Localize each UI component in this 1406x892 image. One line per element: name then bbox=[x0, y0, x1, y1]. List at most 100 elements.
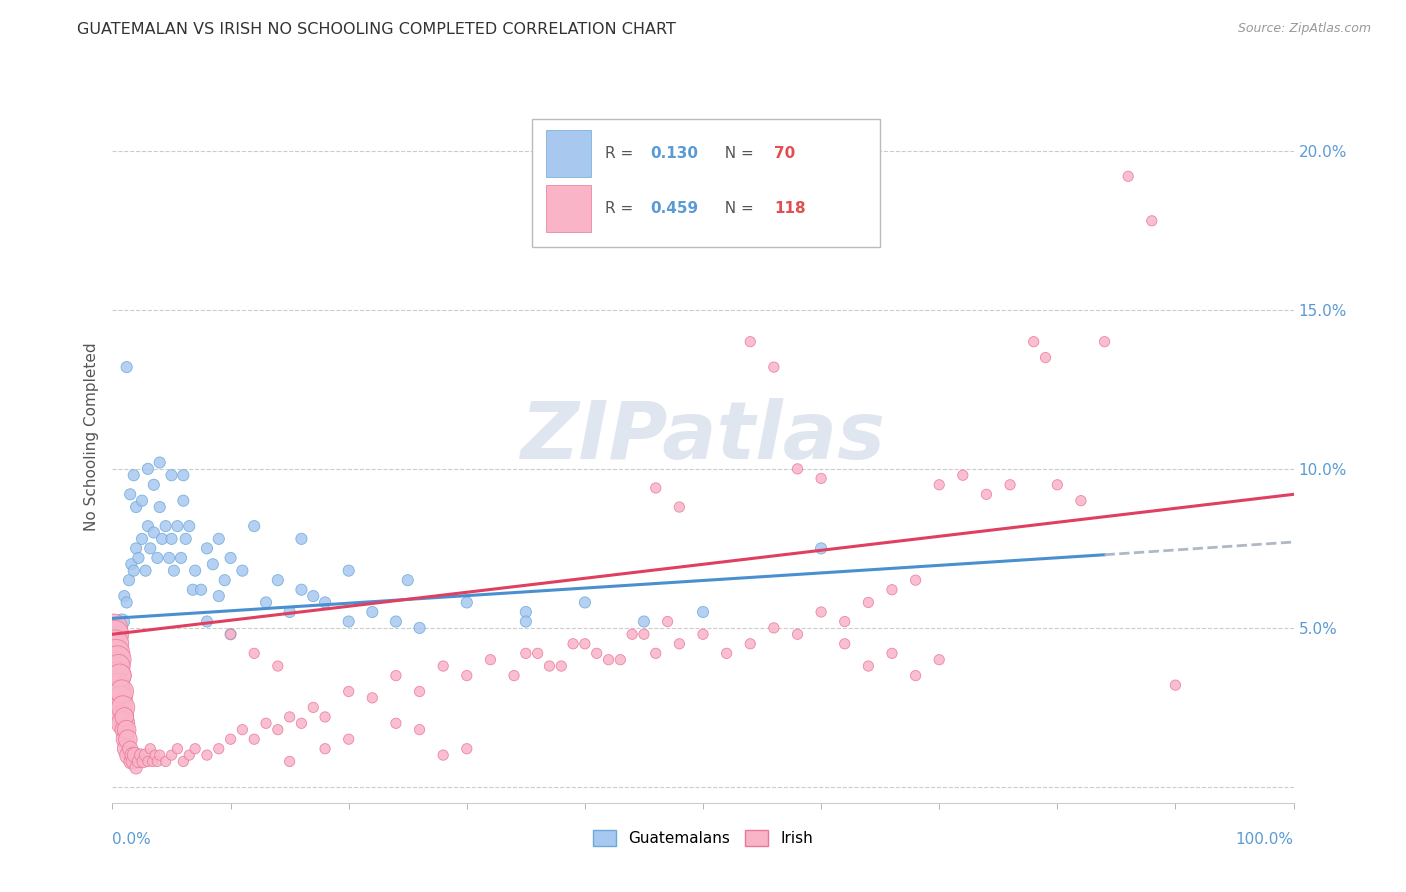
Point bbox=[609, 653, 631, 667]
Point bbox=[120, 741, 142, 756]
Point bbox=[254, 595, 277, 609]
Point bbox=[184, 564, 207, 578]
Point bbox=[120, 558, 142, 572]
Point bbox=[337, 615, 360, 629]
Point bbox=[166, 741, 188, 756]
Point bbox=[129, 748, 152, 763]
Point bbox=[195, 541, 218, 556]
Point bbox=[644, 481, 666, 495]
Point bbox=[337, 564, 360, 578]
Y-axis label: No Schooling Completed: No Schooling Completed bbox=[83, 343, 98, 532]
Point bbox=[118, 748, 141, 763]
Point bbox=[121, 748, 143, 763]
Point bbox=[122, 755, 145, 769]
Point bbox=[834, 637, 856, 651]
Point bbox=[880, 582, 903, 597]
Point bbox=[858, 595, 880, 609]
Point bbox=[170, 550, 193, 565]
Point bbox=[692, 627, 714, 641]
Point bbox=[585, 646, 607, 660]
Point bbox=[155, 519, 177, 533]
Point bbox=[361, 690, 384, 705]
Point bbox=[1022, 334, 1045, 349]
Point bbox=[107, 678, 129, 692]
Point bbox=[208, 741, 231, 756]
Point bbox=[179, 748, 201, 763]
Point bbox=[290, 582, 312, 597]
FancyBboxPatch shape bbox=[546, 185, 591, 232]
Point bbox=[111, 615, 134, 629]
Point bbox=[105, 621, 128, 635]
Point bbox=[181, 582, 204, 597]
Point bbox=[385, 668, 408, 682]
Point bbox=[314, 710, 336, 724]
Point bbox=[105, 668, 128, 682]
Point bbox=[114, 732, 136, 747]
Point bbox=[408, 723, 430, 737]
Point bbox=[928, 653, 950, 667]
Point bbox=[1046, 477, 1069, 491]
Point bbox=[179, 519, 201, 533]
Point bbox=[408, 621, 430, 635]
Point bbox=[142, 755, 165, 769]
Point bbox=[278, 605, 301, 619]
Point bbox=[112, 723, 135, 737]
Point bbox=[219, 550, 242, 565]
Point bbox=[456, 741, 478, 756]
Point bbox=[142, 477, 165, 491]
Point bbox=[952, 468, 974, 483]
Point bbox=[976, 487, 998, 501]
Point bbox=[1094, 334, 1116, 349]
Point bbox=[526, 646, 548, 660]
Point bbox=[598, 653, 620, 667]
Point bbox=[108, 684, 131, 698]
Point bbox=[928, 477, 950, 491]
Point bbox=[139, 541, 162, 556]
Point bbox=[254, 716, 277, 731]
Point bbox=[112, 710, 135, 724]
Point bbox=[998, 477, 1021, 491]
Point bbox=[633, 627, 655, 641]
Point bbox=[139, 741, 162, 756]
Point bbox=[562, 637, 585, 651]
Point bbox=[110, 700, 132, 714]
Text: N =: N = bbox=[714, 145, 758, 161]
Point bbox=[107, 659, 129, 673]
Point bbox=[122, 468, 145, 483]
Point bbox=[267, 573, 290, 587]
Point bbox=[163, 564, 186, 578]
Point bbox=[314, 741, 336, 756]
Point bbox=[503, 668, 526, 682]
Point bbox=[117, 732, 139, 747]
Point bbox=[880, 646, 903, 660]
Point bbox=[149, 456, 172, 470]
Point bbox=[668, 500, 690, 514]
Point bbox=[214, 573, 236, 587]
Text: Source: ZipAtlas.com: Source: ZipAtlas.com bbox=[1237, 22, 1371, 36]
Point bbox=[131, 532, 153, 546]
Point bbox=[231, 564, 253, 578]
Point bbox=[115, 723, 138, 737]
Point bbox=[105, 646, 128, 660]
Text: R =: R = bbox=[605, 145, 638, 161]
Point bbox=[621, 627, 644, 641]
Text: ZIPatlas: ZIPatlas bbox=[520, 398, 886, 476]
Point bbox=[219, 627, 242, 641]
Point bbox=[136, 755, 159, 769]
Point bbox=[118, 573, 141, 587]
Point bbox=[103, 621, 125, 635]
Point bbox=[633, 615, 655, 629]
Point bbox=[172, 755, 194, 769]
Point bbox=[1070, 493, 1092, 508]
Point bbox=[834, 615, 856, 629]
Point bbox=[456, 668, 478, 682]
Point bbox=[104, 637, 127, 651]
Point bbox=[112, 589, 135, 603]
Point bbox=[136, 462, 159, 476]
Point bbox=[110, 690, 132, 705]
Point bbox=[243, 732, 266, 747]
Point bbox=[432, 748, 454, 763]
Point bbox=[904, 573, 927, 587]
Point bbox=[104, 627, 127, 641]
Point bbox=[155, 755, 177, 769]
